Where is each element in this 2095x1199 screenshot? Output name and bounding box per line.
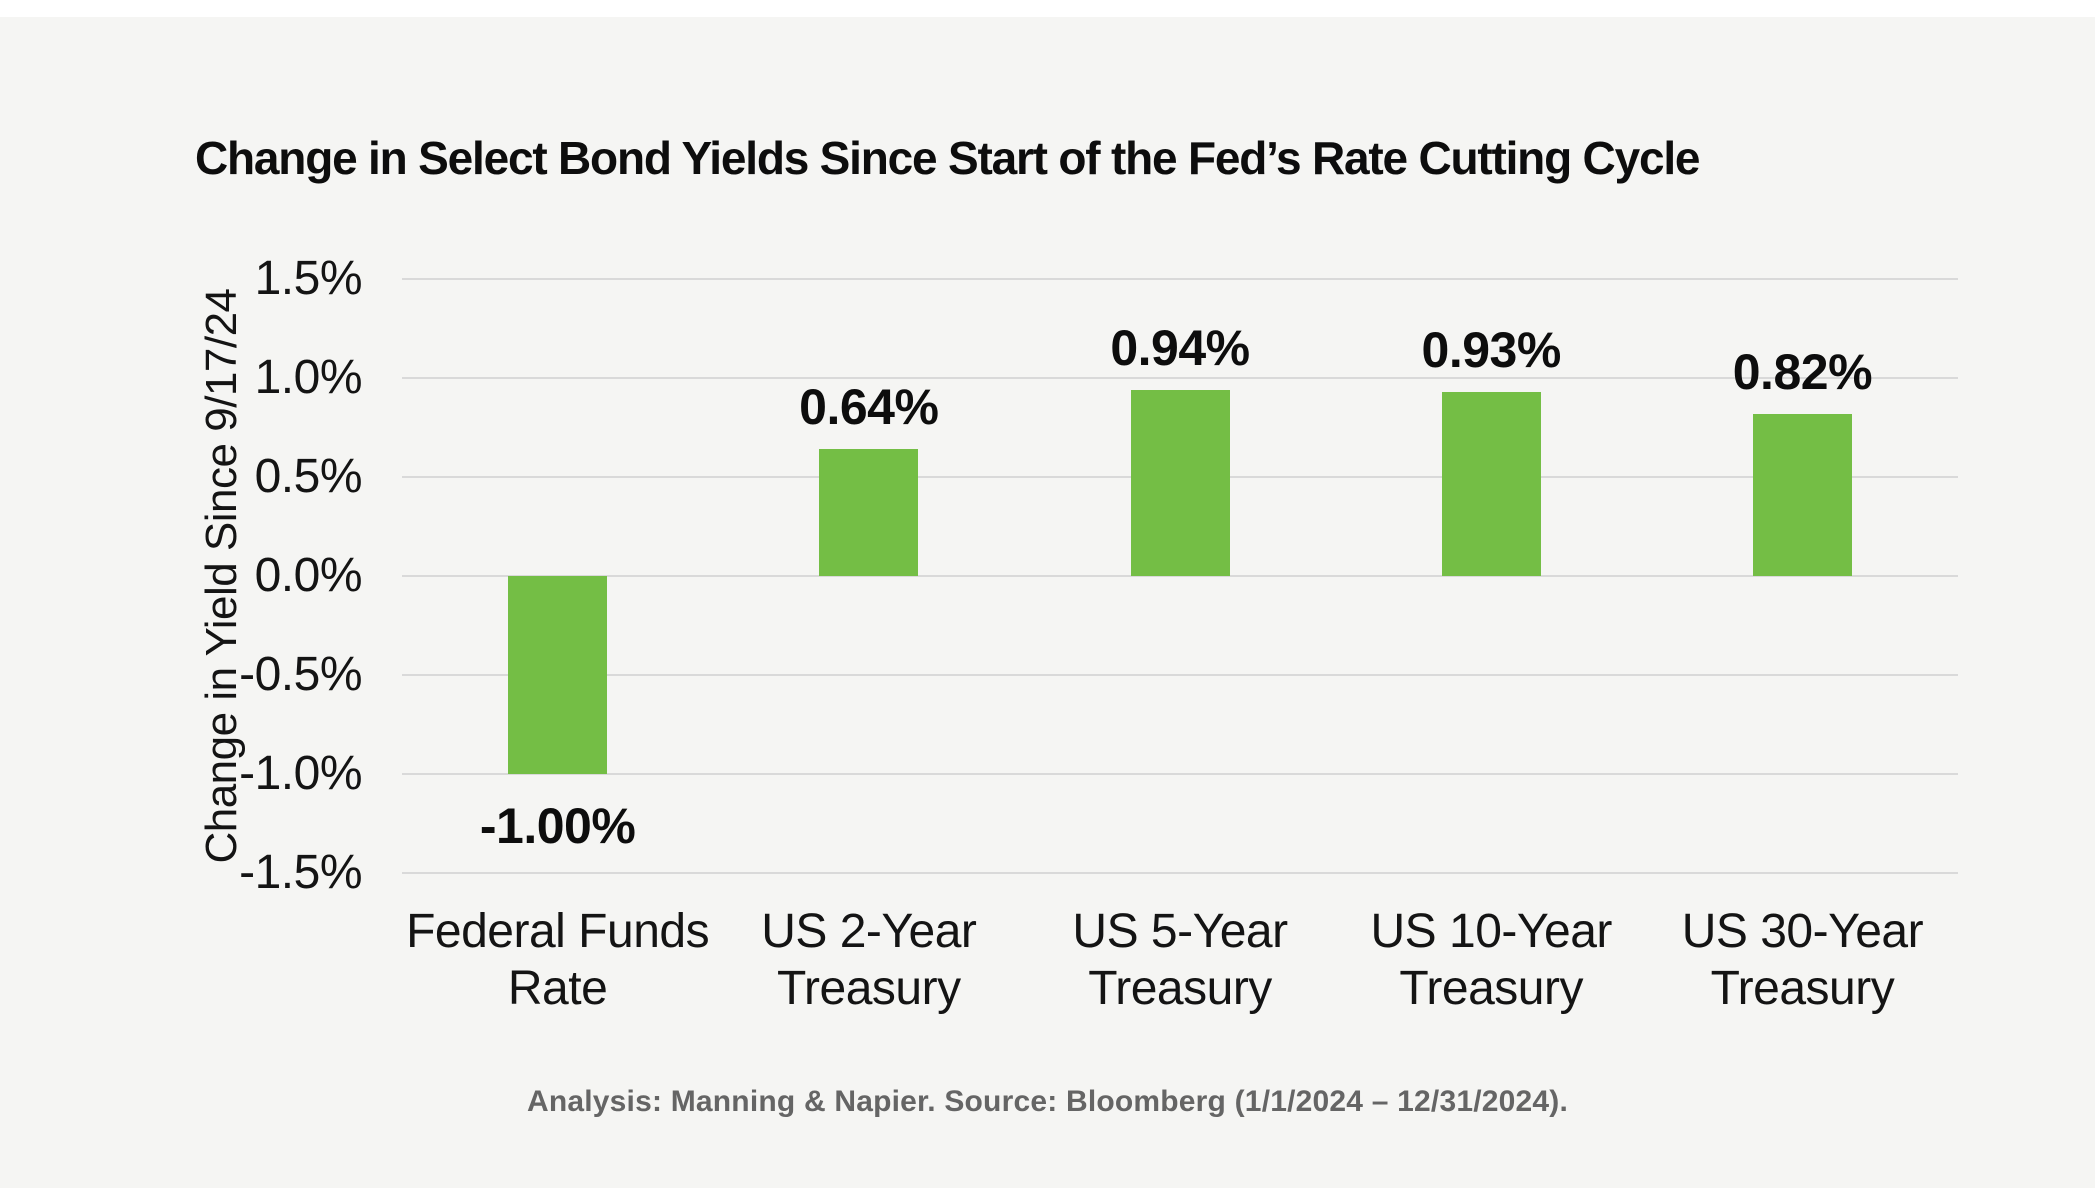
y-tick-label: -1.0% bbox=[239, 747, 362, 800]
gridline bbox=[402, 278, 1958, 280]
chart-canvas: Change in Select Bond Yields Since Start… bbox=[0, 17, 2095, 1188]
category-label-line: Treasury bbox=[777, 962, 961, 1015]
category-label: US 10-Year Treasury bbox=[1321, 903, 1661, 1017]
bar-value-label: 0.64% bbox=[799, 379, 939, 436]
category-label-line: Treasury bbox=[1088, 962, 1272, 1015]
y-tick-label: -0.5% bbox=[239, 648, 362, 701]
bar-value-label: 0.82% bbox=[1732, 343, 1873, 400]
category-label-line: Federal Funds bbox=[406, 905, 710, 958]
bar bbox=[1130, 389, 1230, 576]
y-tick-label: -1.5% bbox=[239, 846, 362, 899]
category-label: Federal Funds Rate bbox=[388, 903, 728, 1017]
category-label-line: Treasury bbox=[1710, 962, 1895, 1015]
bar bbox=[1441, 391, 1541, 576]
category-label: US 5-Year Treasury bbox=[1010, 903, 1350, 1017]
category-label: US 2-Year Treasury bbox=[699, 903, 1039, 1017]
bar-value-label: 0.94% bbox=[1110, 319, 1250, 376]
chart-title: Change in Select Bond Yields Since Start… bbox=[195, 132, 1701, 184]
gridline bbox=[402, 872, 1958, 874]
gridline bbox=[402, 575, 1958, 577]
y-tick-label: 0.0% bbox=[254, 549, 363, 602]
category-label-line: US 5-Year bbox=[1072, 905, 1288, 958]
gridline bbox=[402, 674, 1958, 676]
category-label-line: Treasury bbox=[1399, 962, 1583, 1015]
category-label-line: US 30-Year bbox=[1681, 905, 1924, 958]
bar bbox=[819, 449, 919, 576]
y-tick-label: 1.0% bbox=[254, 351, 363, 404]
category-label-line: US 10-Year bbox=[1370, 905, 1613, 958]
category-label: US 30-Year Treasury bbox=[1632, 903, 1972, 1017]
category-label-line: Rate bbox=[507, 962, 608, 1015]
bar-value-label: -1.00% bbox=[479, 798, 636, 854]
y-tick-label: 0.5% bbox=[254, 450, 363, 503]
gridline bbox=[402, 377, 1958, 379]
bar bbox=[1752, 413, 1852, 576]
category-label-line: US 2-Year bbox=[761, 905, 977, 958]
y-tick-label: 1.5% bbox=[254, 252, 363, 305]
source-note: Analysis: Manning & Napier. Source: Bloo… bbox=[526, 1085, 1569, 1118]
gridline bbox=[402, 773, 1958, 775]
bar-value-label: 0.93% bbox=[1421, 321, 1562, 378]
bar bbox=[508, 576, 608, 774]
